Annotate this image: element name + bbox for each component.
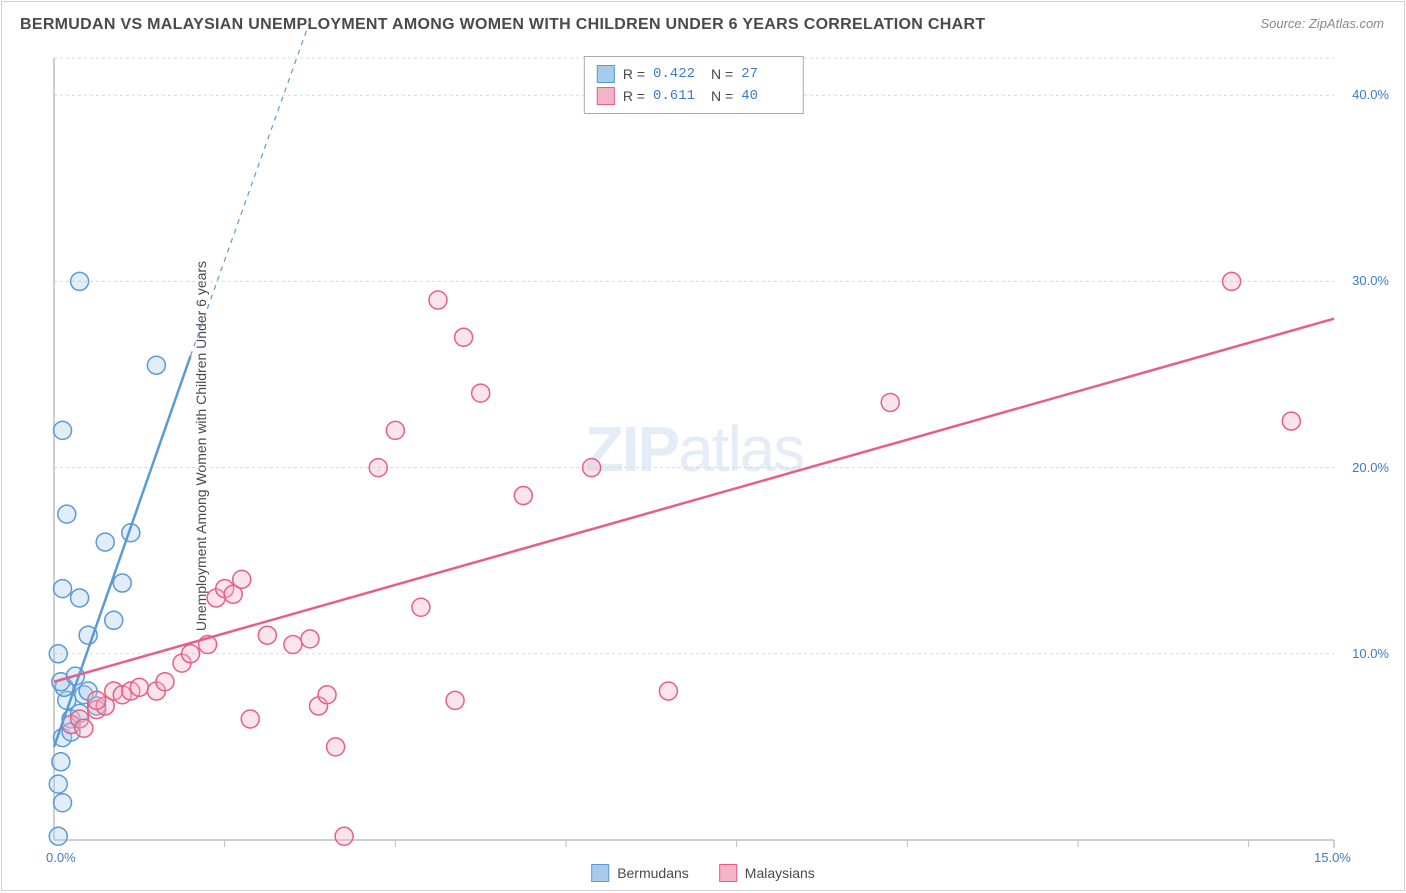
n-label-2: N = — [711, 85, 733, 107]
x-tick-label: 0.0% — [46, 850, 76, 865]
stats-row-1: R = 0.422 N = 27 — [597, 63, 791, 85]
source-attribution: Source: ZipAtlas.com — [1260, 16, 1384, 31]
r-label-2: R = — [623, 85, 645, 107]
scatter-plot-svg — [54, 58, 1334, 840]
r-label: R = — [623, 63, 645, 85]
legend-item-bermudans: Bermudans — [591, 864, 689, 882]
n-value-1: 27 — [741, 63, 791, 85]
plot-area: ZIPatlas R = 0.422 N = 27 R = 0.611 N = … — [54, 58, 1334, 840]
chart-title: BERMUDAN VS MALAYSIAN UNEMPLOYMENT AMONG… — [20, 16, 985, 34]
r-value-2: 0.611 — [653, 85, 703, 107]
stats-swatch-malaysians — [597, 87, 615, 105]
r-value-1: 0.422 — [653, 63, 703, 85]
y-tick-label: 30.0% — [1352, 273, 1389, 288]
y-tick-label: 40.0% — [1352, 87, 1389, 102]
legend: Bermudans Malaysians — [591, 864, 815, 882]
legend-label-bermudans: Bermudans — [617, 865, 689, 881]
y-tick-label: 20.0% — [1352, 460, 1389, 475]
stats-row-2: R = 0.611 N = 40 — [597, 85, 791, 107]
legend-item-malaysians: Malaysians — [719, 864, 815, 882]
n-label: N = — [711, 63, 733, 85]
n-value-2: 40 — [741, 85, 791, 107]
legend-swatch-bermudans — [591, 864, 609, 882]
legend-swatch-malaysians — [719, 864, 737, 882]
chart-container: BERMUDAN VS MALAYSIAN UNEMPLOYMENT AMONG… — [1, 1, 1405, 891]
correlation-stats-box: R = 0.422 N = 27 R = 0.611 N = 40 — [584, 56, 804, 114]
legend-label-malaysians: Malaysians — [745, 865, 815, 881]
x-tick-label: 15.0% — [1314, 850, 1351, 865]
y-tick-label: 10.0% — [1352, 646, 1389, 661]
stats-swatch-bermudans — [597, 65, 615, 83]
